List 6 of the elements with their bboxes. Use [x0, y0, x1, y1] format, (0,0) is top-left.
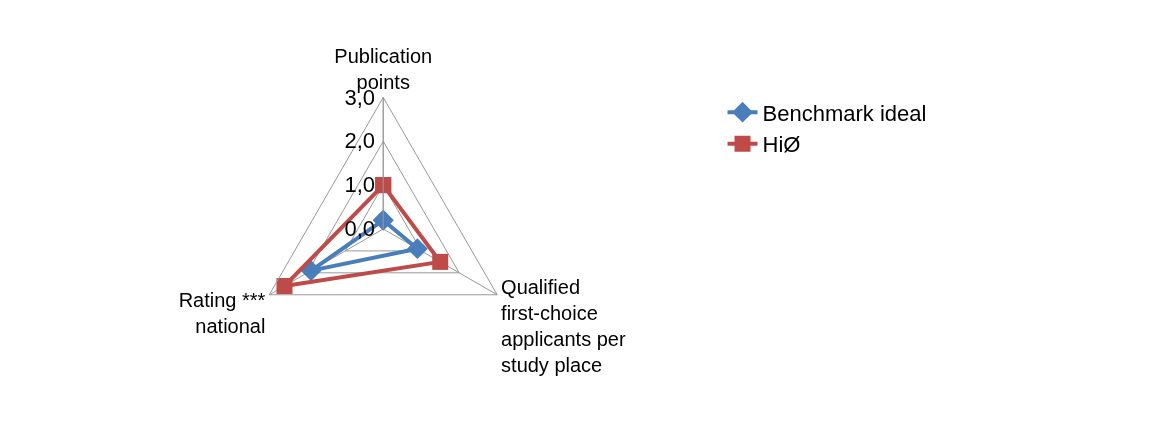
spoke-label: Qualified first-choice applicants per study place — [501, 275, 626, 376]
legend-label: Benchmark ideal — [762, 100, 927, 126]
spoke-label: Rating *** national — [178, 288, 266, 337]
legend-label: HiØ — [762, 132, 801, 158]
y-tick-label: 2,0 — [344, 128, 376, 154]
y-tick-label: 1,0 — [344, 172, 376, 198]
